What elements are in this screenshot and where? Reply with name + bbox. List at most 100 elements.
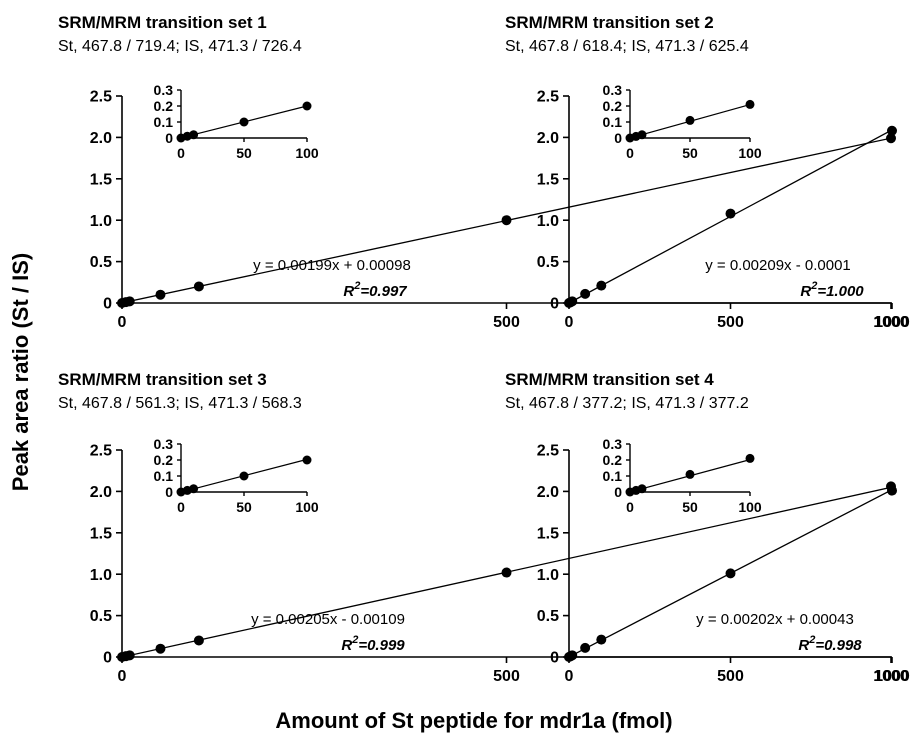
main-y-tick-label: 0.5 <box>537 254 559 271</box>
main-x-tick-label: 1000 <box>873 668 909 685</box>
x-axis-label: Amount of St peptide for mdr1a (fmol) <box>275 708 672 733</box>
inset-y-tick-label: 0 <box>165 130 173 146</box>
main-x-tick-label: 0 <box>118 314 127 331</box>
main-y-tick-label: 0 <box>550 650 559 667</box>
main-x-tick-label: 500 <box>717 314 744 331</box>
main-y-tick-label: 2.5 <box>537 443 559 460</box>
inset-x-tick-label: 50 <box>682 499 698 515</box>
data-point <box>567 650 578 661</box>
r-squared: R2=0.999 <box>341 634 405 654</box>
main-x-tick-label: 1000 <box>873 314 909 331</box>
main-y-tick-label: 2.0 <box>90 130 112 147</box>
data-point <box>886 133 896 144</box>
main-y-tick-label: 1.0 <box>537 213 559 230</box>
data-point <box>193 635 204 646</box>
inset-data-point <box>637 484 647 494</box>
main-y-tick-label: 1.0 <box>90 213 112 230</box>
inset-x-tick-label: 100 <box>295 499 319 515</box>
regression-equation: y = 0.00199x + 0.00098 <box>253 257 411 274</box>
inset-y-tick-label: 0.2 <box>603 452 623 468</box>
inset-y-tick-label: 0.3 <box>603 82 623 98</box>
data-point <box>580 288 591 299</box>
inset-y-tick-label: 0.1 <box>154 114 174 130</box>
panel-2: SRM/MRM transition set 2 St, 467.8 / 618.… <box>505 13 910 331</box>
main-y-tick-label: 0.5 <box>90 608 112 625</box>
inset-x-tick-label: 0 <box>626 499 634 515</box>
main-y-tick-label: 0 <box>103 650 112 667</box>
main-x-tick-label: 500 <box>717 668 744 685</box>
inset-x-tick-label: 50 <box>236 499 252 515</box>
panel-title: SRM/MRM transition set 2 <box>505 13 714 32</box>
inset-x-tick-label: 50 <box>236 145 252 161</box>
inset-x-tick-label: 0 <box>626 145 634 161</box>
inset-x-tick-label: 100 <box>295 145 319 161</box>
main-x-tick-label: 0 <box>565 668 574 685</box>
inset-y-tick-label: 0.1 <box>603 114 623 130</box>
r-squared: R2=1.000 <box>800 280 864 300</box>
inset-plot: 00.10.20.3 0 50 100 <box>154 436 319 515</box>
data-point <box>567 296 578 307</box>
inset-data-point <box>239 117 249 127</box>
inset-data-point <box>745 453 755 463</box>
inset-y-tick-label: 0.2 <box>154 452 174 468</box>
panel-subtitle: St, 467.8 / 561.3; IS, 471.3 / 568.3 <box>58 395 302 412</box>
main-x-tick-label: 0 <box>565 314 574 331</box>
inset-y-tick-label: 0.1 <box>154 468 174 484</box>
panel-title: SRM/MRM transition set 1 <box>58 13 267 32</box>
inset-y-tick-label: 0 <box>614 484 622 500</box>
inset-x-tick-label: 50 <box>682 145 698 161</box>
data-point <box>501 567 512 578</box>
main-y-tick-label: 2.0 <box>537 484 559 501</box>
inset-y-tick-label: 0.3 <box>154 82 174 98</box>
inset-plot: 00.10.20.3 0 50 100 <box>603 82 762 161</box>
inset-data-point <box>745 99 755 109</box>
inset-x-tick-label: 100 <box>738 499 762 515</box>
main-y-tick-label: 0 <box>550 296 559 313</box>
panel-subtitle: St, 467.8 / 719.4; IS, 471.3 / 726.4 <box>58 38 302 55</box>
data-point <box>725 208 736 219</box>
data-point <box>155 643 166 654</box>
main-y-tick-label: 1.0 <box>90 567 112 584</box>
r-squared: R2=0.998 <box>798 634 862 654</box>
main-x-tick-label: 500 <box>493 314 520 331</box>
main-y-tick-label: 2.0 <box>537 130 559 147</box>
main-y-tick-label: 0.5 <box>90 254 112 271</box>
data-point <box>596 634 607 645</box>
main-y-tick-label: 2.5 <box>90 89 112 106</box>
data-point <box>124 296 135 307</box>
inset-data-point <box>637 130 647 140</box>
inset-data-point <box>685 115 695 125</box>
regression-equation: y = 0.00202x + 0.00043 <box>696 611 854 628</box>
main-y-tick-label: 2.0 <box>90 484 112 501</box>
main-y-tick-label: 1.5 <box>537 525 559 542</box>
data-point <box>887 485 897 496</box>
main-y-tick-label: 0.5 <box>537 608 559 625</box>
main-y-tick-label: 1.5 <box>90 525 112 542</box>
inset-y-tick-label: 0.3 <box>603 436 623 452</box>
data-point <box>725 568 736 579</box>
main-y-tick-label: 2.5 <box>90 443 112 460</box>
data-point <box>124 650 135 661</box>
data-point <box>887 125 897 136</box>
inset-y-tick-label: 0.3 <box>154 436 174 452</box>
y-axis-label: Peak area ratio (St / IS) <box>8 253 33 491</box>
panel-1: SRM/MRM transition set 1 St, 467.8 / 719.… <box>58 13 909 331</box>
inset-plot: 00.10.20.3 0 50 100 <box>154 82 319 161</box>
panels: SRM/MRM transition set 1 St, 467.8 / 719.… <box>58 13 910 685</box>
inset-data-point <box>189 484 199 494</box>
panel-title: SRM/MRM transition set 4 <box>505 370 714 389</box>
inset-data-point <box>239 471 249 481</box>
inset-y-tick-label: 0.2 <box>603 98 623 114</box>
main-x-tick-label: 1000 <box>874 668 910 685</box>
inset-y-tick-label: 0 <box>614 130 622 146</box>
main-y-tick-label: 1.5 <box>537 171 559 188</box>
inset-x-tick-label: 0 <box>177 145 185 161</box>
main-x-tick-label: 500 <box>493 668 520 685</box>
main-x-tick-label: 1000 <box>874 314 910 331</box>
panel-subtitle: St, 467.8 / 618.4; IS, 471.3 / 625.4 <box>505 38 749 55</box>
r-squared: R2=0.997 <box>343 280 407 300</box>
data-point <box>580 642 591 653</box>
inset-plot: 00.10.20.3 0 50 100 <box>603 436 762 515</box>
panel-4: SRM/MRM transition set 4 St, 467.8 / 377.… <box>505 370 910 685</box>
panel-title: SRM/MRM transition set 3 <box>58 370 267 389</box>
